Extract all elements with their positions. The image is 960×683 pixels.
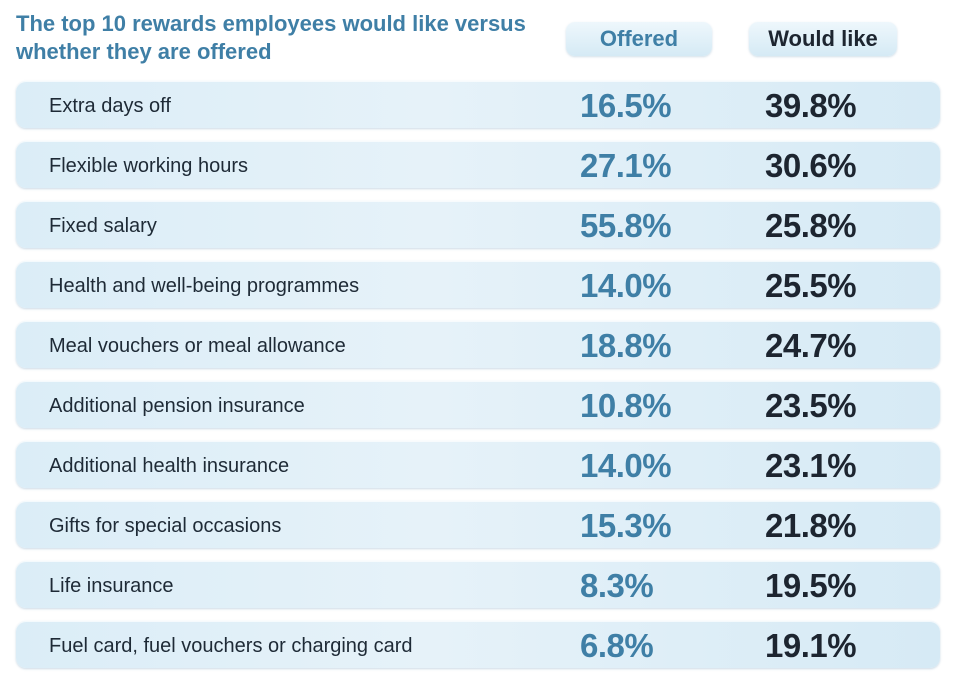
reward-label: Fixed salary [49, 215, 157, 237]
would-like-value: 25.5% [765, 267, 857, 304]
would-like-value: 25.8% [765, 207, 857, 244]
offered-value: 55.8% [580, 207, 672, 244]
table-row: Fixed salary 55.8% 25.8% [16, 201, 940, 248]
offered-value: 14.0% [580, 267, 672, 304]
would-like-value: 19.1% [765, 627, 857, 664]
offered-value: 27.1% [580, 147, 672, 184]
would-like-value: 30.6% [765, 147, 857, 184]
would-like-value: 39.8% [765, 87, 857, 124]
offered-value: 8.3% [580, 567, 654, 604]
would-like-value: 19.5% [765, 567, 857, 604]
table-row: Health and well-being programmes 14.0% 2… [16, 261, 940, 308]
reward-rows: Extra days off 16.5% 39.8% Flexible work… [16, 81, 940, 681]
would-like-value: 24.7% [765, 327, 857, 364]
would-like-value: 21.8% [765, 507, 857, 544]
chart-title: The top 10 rewards employees would like … [16, 11, 526, 64]
table-row: Life insurance 8.3% 19.5% [16, 561, 940, 608]
table-row: Flexible working hours 27.1% 30.6% [16, 141, 940, 188]
offered-value: 10.8% [580, 387, 672, 424]
column-header-would-like: Would like [749, 22, 897, 56]
reward-label: Fuel card, fuel vouchers or charging car… [49, 635, 413, 657]
reward-label: Life insurance [49, 575, 174, 597]
reward-label: Extra days off [49, 95, 171, 117]
offered-value: 18.8% [580, 327, 672, 364]
table-row: Additional pension insurance 10.8% 23.5% [16, 381, 940, 428]
reward-label: Meal vouchers or meal allowance [49, 335, 346, 357]
reward-label: Gifts for special occasions [49, 515, 282, 537]
reward-label: Flexible working hours [49, 155, 248, 177]
table-row: Extra days off 16.5% 39.8% [16, 81, 940, 128]
would-like-value: 23.5% [765, 387, 857, 424]
offered-value: 16.5% [580, 87, 672, 124]
offered-value: 15.3% [580, 507, 672, 544]
reward-label: Additional health insurance [49, 455, 290, 477]
would-like-value: 23.1% [765, 447, 857, 484]
column-header-offered: Offered [566, 22, 712, 56]
table-row: Meal vouchers or meal allowance 18.8% 24… [16, 321, 940, 368]
offered-value: 14.0% [580, 447, 672, 484]
table-row: Additional health insurance 14.0% 23.1% [16, 441, 940, 488]
table-row: Gifts for special occasions 15.3% 21.8% [16, 501, 940, 548]
reward-label: Health and well-being programmes [49, 275, 360, 297]
table-row: Fuel card, fuel vouchers or charging car… [16, 621, 940, 668]
reward-label: Additional pension insurance [49, 395, 305, 417]
offered-value: 6.8% [580, 627, 654, 664]
